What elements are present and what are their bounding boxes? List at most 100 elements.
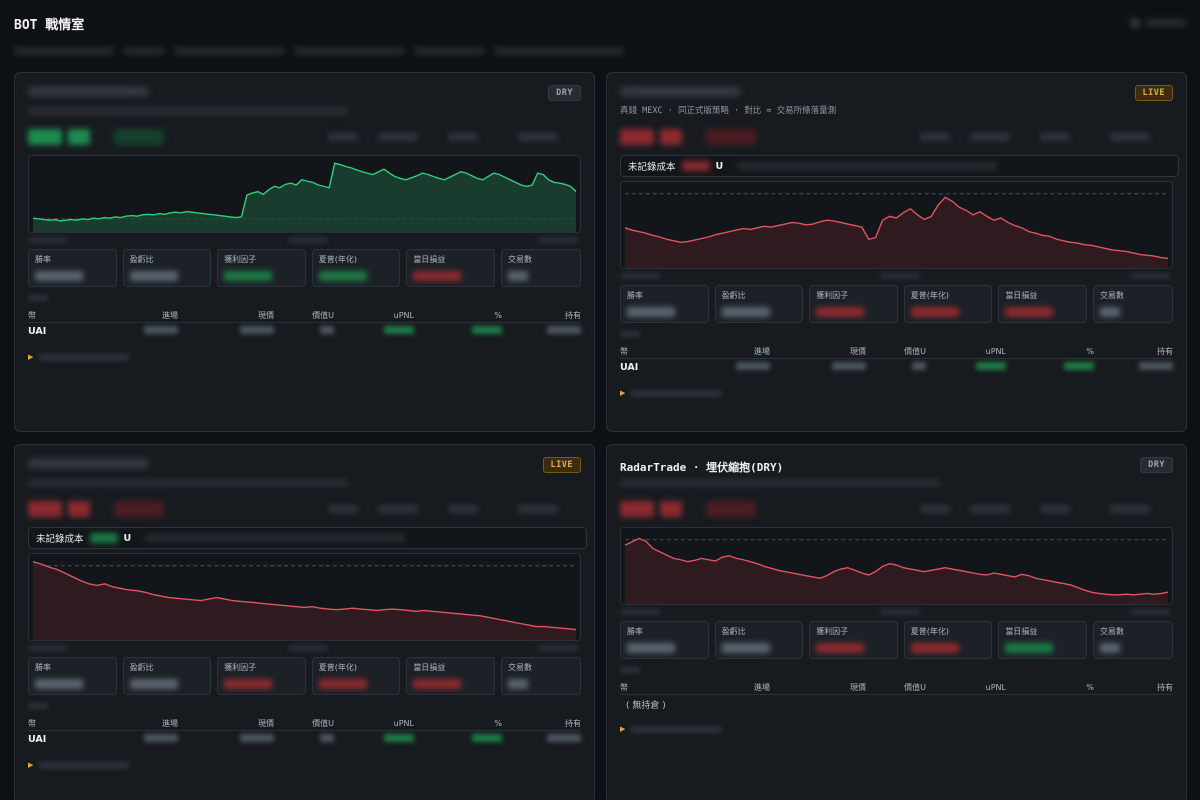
trade-history-toggle[interactable]: ▶ — [28, 353, 130, 361]
bot-card: DRY 勝率 盈虧比 獲利因子 夏普(年化) 當日損益 交易數幣 進場 現價 價值U uPNL% 持有… — [14, 72, 595, 432]
metric-card: 交易數 — [1092, 621, 1173, 659]
position-value — [547, 325, 581, 334]
header-status[interactable] — [1130, 18, 1186, 28]
equity-area — [624, 197, 1169, 268]
metric-label: 夏普(年化) — [318, 663, 358, 672]
metrics-grid: 勝率 盈虧比 獲利因子 夏普(年化) 當日損益 交易數 — [620, 285, 1173, 323]
trade-history-toggle-label — [39, 761, 130, 769]
summary-stat — [970, 505, 1010, 513]
axis-tick-label — [538, 645, 578, 651]
metric-label: 獲利因子 — [224, 663, 257, 672]
metric-label: 盈虧比 — [129, 663, 154, 672]
metric-card: 當日損益 — [406, 657, 495, 695]
refresh-icon[interactable] — [1130, 18, 1140, 28]
chart-time-axis — [28, 645, 581, 653]
equity-chart-svg — [624, 193, 1169, 268]
metric-card: 獲利因子 — [217, 249, 306, 287]
position-cell — [274, 325, 334, 337]
column-header: 價值U — [904, 347, 926, 356]
metric-label: 勝率 — [35, 255, 51, 264]
position-cell — [334, 733, 414, 745]
chart-time-axis — [620, 273, 1173, 281]
position-row[interactable]: UAI — [28, 323, 581, 339]
position-cell — [502, 325, 581, 337]
metric-card: 勝率 — [620, 285, 709, 323]
card-subtitle — [620, 479, 940, 487]
metric-value — [816, 643, 865, 653]
column-header: 價值U — [312, 719, 334, 728]
position-cell — [926, 361, 1006, 373]
column-header: uPNL — [985, 347, 1006, 356]
metric-value — [627, 307, 675, 317]
positions-table: 幣 進場 現價 價值U uPNL% 持有 ( 無持倉 ) — [620, 681, 1173, 713]
unrecorded-cost-note: 未記錄成本 U — [28, 527, 587, 549]
metric-label: 交易數 — [507, 663, 532, 672]
summary-stat — [328, 133, 358, 141]
column-header: 現價 — [258, 311, 274, 320]
summary-item — [14, 47, 114, 55]
column-header: 進場 — [754, 683, 770, 692]
position-cell — [178, 733, 274, 745]
equity-chart — [28, 553, 581, 641]
position-row[interactable]: UAI — [28, 731, 581, 747]
status-badge: LIVE — [1134, 85, 1173, 101]
equity-chart — [620, 527, 1173, 605]
metric-label: 夏普(年化) — [318, 255, 358, 264]
caret-right-icon: ▶ — [620, 725, 626, 733]
position-row[interactable]: UAI — [620, 359, 1173, 375]
position-value — [240, 325, 274, 334]
position-value — [1064, 361, 1094, 370]
position-cell — [502, 733, 581, 745]
cost-note-text — [737, 162, 998, 170]
position-value — [320, 325, 334, 334]
axis-tick-label — [288, 645, 328, 651]
metrics-grid: 勝率 盈虧比 獲利因子 夏普(年化) 當日損益 交易數 — [28, 657, 581, 695]
metric-value — [35, 271, 83, 281]
position-cell — [770, 361, 866, 373]
equity-chart — [28, 155, 581, 233]
equity-chart — [620, 181, 1173, 269]
column-header: 進場 — [162, 719, 178, 728]
pnl-pill — [114, 129, 164, 145]
position-cell — [1006, 361, 1094, 373]
trade-history-toggle[interactable]: ▶ — [28, 761, 130, 769]
metric-label: 交易數 — [1099, 291, 1124, 300]
trade-history-toggle[interactable]: ▶ — [620, 389, 722, 397]
cost-unit: U — [715, 160, 724, 172]
column-header: uPNL — [985, 683, 1006, 692]
positions-table: 幣 進場 現價 價值U uPNL% 持有 UAI — [28, 309, 581, 339]
column-header: 幣 — [28, 719, 36, 728]
pnl-pill — [706, 129, 756, 145]
metric-value — [1099, 643, 1120, 653]
position-value — [832, 361, 866, 370]
column-header: 幣 — [28, 311, 36, 320]
position-value — [144, 733, 178, 742]
metric-card: 獲利因子 — [809, 621, 898, 659]
column-header: 幣 — [620, 347, 628, 356]
metric-label: 交易數 — [1099, 627, 1124, 636]
summary-stat — [448, 133, 478, 141]
equity-chart-svg — [624, 537, 1169, 604]
positions-section-label — [620, 331, 640, 337]
metric-label: 夏普(年化) — [910, 291, 950, 300]
trade-history-toggle[interactable]: ▶ — [620, 725, 722, 733]
axis-tick-label — [1130, 273, 1170, 279]
stat-pills — [28, 129, 581, 145]
metric-label: 盈虧比 — [129, 255, 154, 264]
summary-stat — [518, 133, 558, 141]
positions-header-row: 幣 進場 現價 價值U uPNL% 持有 — [620, 345, 1173, 359]
positions-section-label — [28, 703, 48, 709]
app-title: BOT 戰情室 — [14, 17, 85, 33]
metric-value — [129, 679, 178, 689]
position-value — [384, 733, 414, 742]
equity-line — [32, 162, 577, 222]
summary-item — [124, 47, 164, 55]
metric-value — [1005, 307, 1054, 317]
card-title — [28, 87, 148, 96]
card-header: LIVE — [620, 85, 1173, 101]
column-header: % — [1086, 347, 1094, 356]
metric-card: 交易數 — [500, 657, 581, 695]
metric-label: 勝率 — [35, 663, 51, 672]
equity-area — [624, 538, 1169, 604]
summary-stat — [518, 505, 558, 513]
